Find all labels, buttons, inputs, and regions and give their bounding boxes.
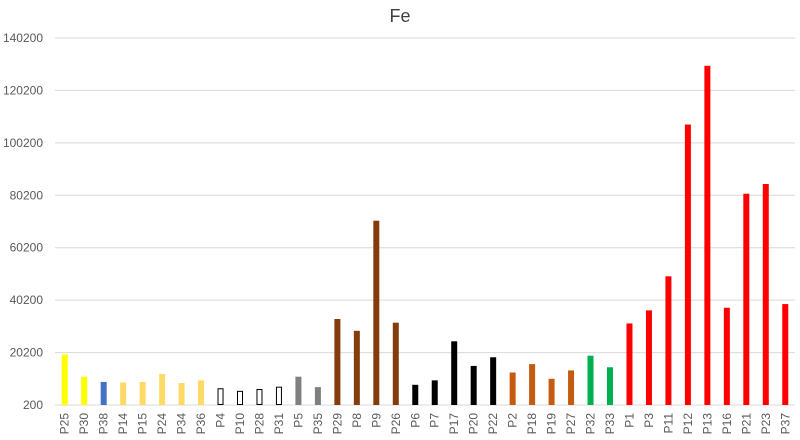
bar-p7 — [431, 380, 438, 405]
bar-p2 — [509, 372, 516, 405]
x-tick-label: P19 — [545, 413, 559, 435]
bar-p32 — [587, 355, 594, 405]
bar-p29 — [334, 319, 341, 405]
bar-p5 — [295, 376, 302, 405]
y-tick-label: 120200 — [3, 83, 43, 97]
x-tick-label: P10 — [233, 413, 247, 435]
x-tick-label: P14 — [116, 413, 130, 435]
y-tick-label: 40200 — [10, 293, 44, 307]
x-tick-label: P27 — [564, 413, 578, 435]
x-tick-label: P6 — [408, 413, 422, 428]
x-tick-label: P9 — [369, 413, 383, 428]
x-tick-label: P23 — [759, 413, 773, 435]
y-tick-label: 80200 — [10, 188, 44, 202]
bar-p33 — [607, 367, 613, 405]
x-tick-label: P2 — [506, 413, 520, 428]
x-tick-label: P5 — [291, 413, 305, 428]
bar-p6 — [412, 384, 419, 405]
x-tick-label: P31 — [272, 413, 286, 435]
chart-title: Fe — [389, 6, 410, 26]
x-tick-label: P4 — [214, 413, 228, 428]
bar-p17 — [451, 341, 458, 405]
y-axis-ticks: 200 20200 40200 60200 80200 100200 120200 14020… — [3, 31, 43, 412]
bar-p12 — [684, 124, 691, 405]
x-tick-label: P35 — [311, 413, 325, 435]
bar-p8 — [353, 330, 360, 405]
bar-p18 — [529, 364, 536, 405]
bar-p37 — [782, 304, 789, 405]
bar-p4 — [217, 388, 224, 405]
x-tick-label: P25 — [58, 413, 72, 435]
x-tick-label: P21 — [739, 413, 753, 435]
x-tick-label: P8 — [350, 413, 364, 428]
x-tick-label: P38 — [97, 413, 111, 435]
x-tick-label: P17 — [447, 413, 461, 435]
x-tick-label: P32 — [584, 413, 598, 435]
bar-p28 — [256, 389, 263, 405]
x-tick-label: P7 — [428, 413, 442, 428]
bar-p19 — [548, 378, 555, 405]
x-tick-label: P24 — [155, 413, 169, 435]
x-tick-label: P26 — [389, 413, 403, 435]
x-tick-label: P15 — [136, 413, 150, 435]
bar-p23 — [762, 184, 769, 405]
bar-p36 — [198, 380, 205, 405]
x-tick-label: P3 — [642, 413, 656, 428]
x-tick-label: P18 — [525, 413, 539, 435]
bar-p35 — [314, 387, 321, 405]
bar-p10 — [237, 390, 243, 405]
y-tick-label: 200 — [23, 398, 43, 412]
bar-p15 — [139, 381, 146, 405]
x-axis-ticks: P25 P30 P38 P14 P15 P24 P34 P36 P4 P10 P28 P31 P5 P35… — [58, 413, 793, 435]
y-tick-label: 60200 — [10, 241, 44, 255]
bar-p30 — [81, 376, 88, 405]
x-tick-label: P16 — [720, 413, 734, 435]
bar-p25 — [61, 354, 68, 405]
x-tick-label: P37 — [778, 413, 792, 435]
x-tick-label: P13 — [700, 413, 714, 435]
bar-p26 — [392, 322, 399, 405]
bar-p24 — [159, 374, 166, 405]
x-tick-label: P12 — [681, 413, 695, 435]
x-tick-label: P20 — [467, 413, 481, 435]
bar-p9 — [373, 220, 380, 405]
y-tick-label: 100200 — [3, 136, 43, 150]
x-tick-label: P22 — [486, 413, 500, 435]
bar-p21 — [743, 193, 750, 405]
bar-p20 — [470, 365, 477, 405]
x-tick-label: P34 — [175, 413, 189, 435]
x-tick-label: P11 — [661, 413, 675, 434]
bar-p16 — [723, 307, 730, 405]
bars — [61, 65, 789, 405]
bar-p13 — [704, 65, 711, 405]
bar-p31 — [275, 386, 282, 405]
bar-p38 — [100, 381, 107, 405]
bar-p11 — [665, 276, 672, 405]
gridlines — [55, 37, 795, 406]
x-tick-label: P30 — [77, 413, 91, 435]
bar-p22 — [490, 357, 497, 405]
x-tick-label: P36 — [194, 413, 208, 435]
x-tick-label: P33 — [603, 413, 617, 435]
y-tick-label: 140200 — [3, 31, 43, 45]
bar-p34 — [178, 382, 185, 405]
x-tick-label: P28 — [252, 413, 266, 435]
y-tick-label: 20200 — [10, 346, 44, 360]
bar-p1 — [626, 323, 633, 405]
bar-p3 — [645, 310, 652, 405]
x-tick-label: P29 — [330, 413, 344, 435]
bar-p27 — [568, 370, 575, 405]
x-tick-label: P1 — [622, 413, 636, 428]
bar-p14 — [120, 382, 127, 405]
